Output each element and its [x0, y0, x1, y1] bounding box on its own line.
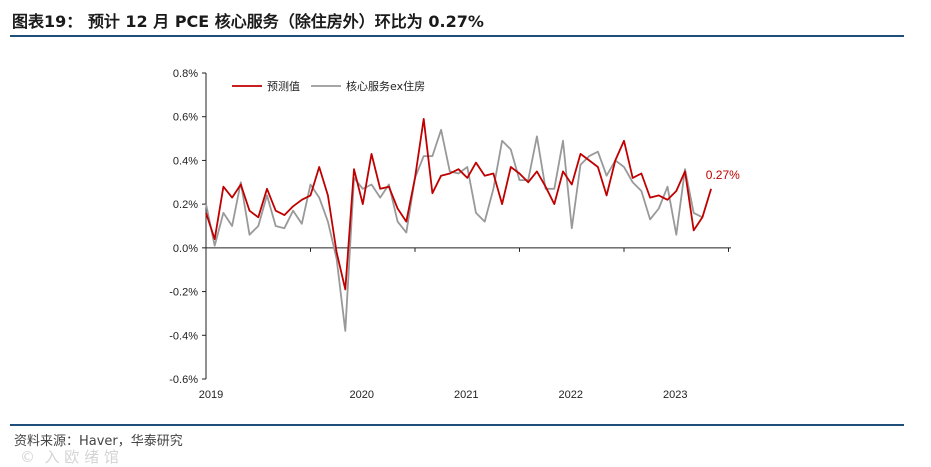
x-tick-label: 2020 [350, 389, 374, 401]
y-tick-label: -0.2% [169, 287, 198, 299]
source-note: 资料来源：Haver，华泰研究 [14, 434, 183, 449]
y-tick-label: -0.4% [169, 330, 198, 342]
x-tick-label: 2023 [663, 389, 687, 401]
legend-label-core-services: 核心服务ex住房 [346, 79, 425, 93]
y-tick-label: 0.6% [173, 112, 198, 124]
bottom-rule [10, 424, 904, 426]
y-tick-label: 0.4% [173, 155, 198, 167]
series-line-forecast [205, 118, 712, 291]
y-tick-label: 0.0% [173, 243, 198, 255]
top-rule [10, 35, 904, 37]
series-line-core-services-ex-housing [205, 128, 703, 332]
figure-title: 图表19： 预计 12 月 PCE 核心服务（除住房外）环比为 0.27% [12, 12, 484, 31]
watermark: © 入 欧 绪 馆 [20, 448, 119, 466]
x-tick-label: 2019 [199, 389, 223, 401]
y-tick-label: 0.8% [173, 68, 198, 80]
y-tick-label: -0.6% [169, 374, 198, 386]
x-tick-label: 2022 [559, 389, 583, 401]
legend-label-forecast: 预测值 [267, 80, 300, 93]
x-tick-label: 2021 [454, 389, 478, 401]
y-tick-label: 0.2% [173, 199, 198, 211]
annotation-label: 0.27% [706, 168, 740, 182]
